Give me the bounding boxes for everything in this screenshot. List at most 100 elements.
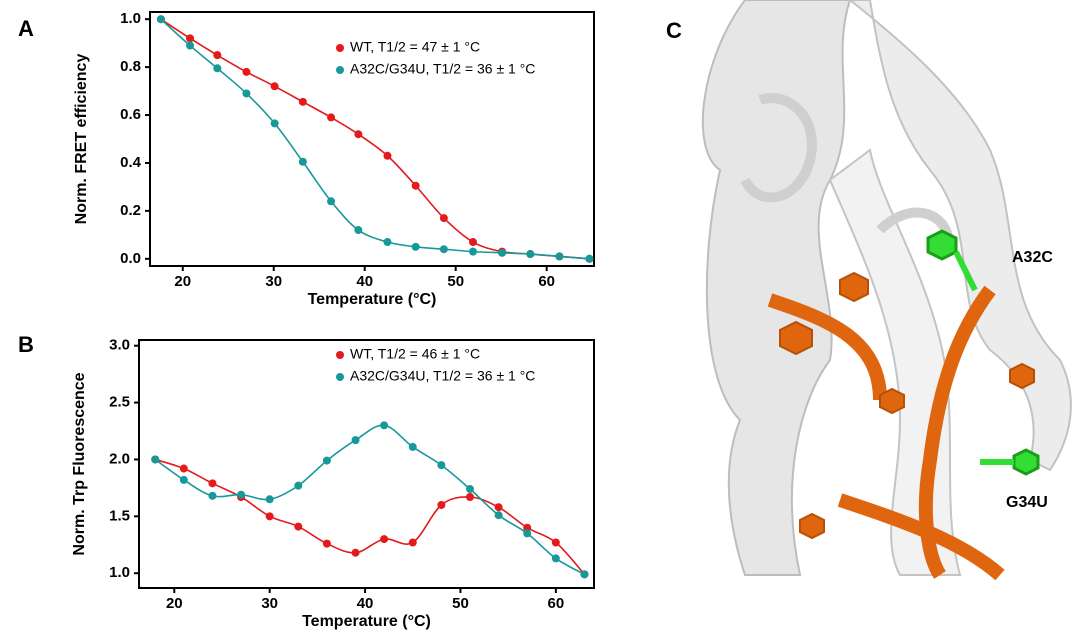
data-point (523, 523, 532, 532)
y-tick-label: 0.6 (120, 106, 141, 123)
y-tick-label: 0.2 (120, 202, 141, 219)
legend-label: A32C/G34U, T1/2 = 36 ± 1 °C (350, 368, 535, 384)
y-tick-label: 2.5 (109, 394, 130, 411)
data-point (551, 554, 560, 563)
data-point (294, 481, 303, 490)
data-point (354, 130, 363, 139)
data-point (465, 485, 474, 494)
y-tick-label: 3.0 (109, 337, 130, 354)
data-point (437, 500, 446, 509)
fit-line (154, 424, 585, 576)
data-point (468, 247, 477, 256)
x-tick-label: 20 (174, 273, 191, 290)
data-point (156, 15, 165, 24)
data-point (468, 238, 477, 247)
fit-line (160, 18, 590, 260)
data-point (270, 82, 279, 91)
y-tick-label: 1.0 (109, 564, 130, 581)
legend-marker (336, 351, 344, 359)
x-tick-label: 30 (261, 595, 278, 612)
data-point (327, 197, 336, 206)
data-point (298, 97, 307, 106)
legend-label: WT, T1/2 = 46 ± 1 °C (350, 346, 480, 362)
data-point (580, 570, 589, 579)
data-point (439, 245, 448, 254)
x-tick-label: 20 (166, 595, 183, 612)
data-point (498, 248, 507, 257)
data-point (380, 421, 389, 430)
panel-label: A (18, 16, 34, 41)
panel-label: C (666, 18, 682, 43)
y-axis-title: Norm. FRET efficiency (73, 54, 90, 225)
x-tick-label: 30 (265, 273, 282, 290)
data-point (351, 548, 360, 557)
x-tick-label: 40 (357, 595, 374, 612)
data-point (322, 539, 331, 548)
data-point (186, 41, 195, 50)
data-point (179, 464, 188, 473)
data-point (439, 214, 448, 223)
legend-marker (336, 66, 344, 74)
data-point (270, 119, 279, 128)
residue-label: G34U (1006, 494, 1048, 511)
x-tick-label: 60 (548, 595, 565, 612)
data-point (242, 89, 251, 98)
x-tick-label: 50 (452, 595, 469, 612)
y-tick-label: 0.4 (120, 154, 142, 171)
data-point (411, 242, 420, 251)
data-point (179, 475, 188, 484)
y-tick-label: 0.8 (120, 58, 141, 75)
data-point (265, 512, 274, 521)
y-tick-label: 0.0 (120, 250, 141, 267)
data-point (408, 442, 417, 451)
data-point (327, 113, 336, 122)
protein-structure (701, 0, 1072, 581)
fit-line (160, 18, 590, 260)
data-point (383, 151, 392, 160)
data-point (186, 34, 195, 43)
data-point (351, 436, 360, 445)
data-point (380, 535, 389, 544)
legend-marker (336, 373, 344, 381)
data-point (298, 157, 307, 166)
y-axis-title: Norm. Trp Fluorescence (71, 372, 88, 555)
data-point (494, 511, 503, 520)
x-tick-label: 50 (447, 273, 464, 290)
data-point (294, 522, 303, 531)
data-point (551, 538, 560, 547)
legend-marker (336, 44, 344, 52)
plot-frame (138, 339, 595, 589)
data-point (408, 538, 417, 547)
x-axis-title: Temperature (°C) (308, 291, 437, 308)
y-tick-label: 1.0 (120, 10, 141, 27)
data-point (465, 492, 474, 501)
data-point (208, 479, 217, 488)
data-point (213, 51, 222, 60)
data-point (383, 238, 392, 247)
data-point (354, 226, 363, 235)
data-point (523, 529, 532, 538)
residue-label: A32C (1012, 249, 1053, 266)
data-point (322, 456, 331, 465)
data-point (411, 181, 420, 190)
y-tick-label: 2.0 (109, 450, 130, 467)
data-point (237, 490, 246, 499)
data-point (208, 491, 217, 500)
data-point (526, 250, 535, 259)
legend-label: A32C/G34U, T1/2 = 36 ± 1 °C (350, 61, 535, 77)
fit-line (154, 458, 586, 575)
data-point (213, 64, 222, 73)
x-tick-label: 60 (538, 273, 555, 290)
data-point (242, 67, 251, 76)
data-point (555, 252, 564, 261)
y-tick-label: 1.5 (109, 507, 130, 524)
x-axis-title: Temperature (°C) (302, 613, 431, 630)
legend-label: WT, T1/2 = 47 ± 1 °C (350, 39, 480, 55)
data-point (437, 461, 446, 470)
plot-frame (149, 11, 595, 267)
x-tick-label: 40 (356, 273, 373, 290)
panel-label: B (18, 332, 34, 357)
data-point (494, 503, 503, 512)
data-point (585, 254, 594, 263)
